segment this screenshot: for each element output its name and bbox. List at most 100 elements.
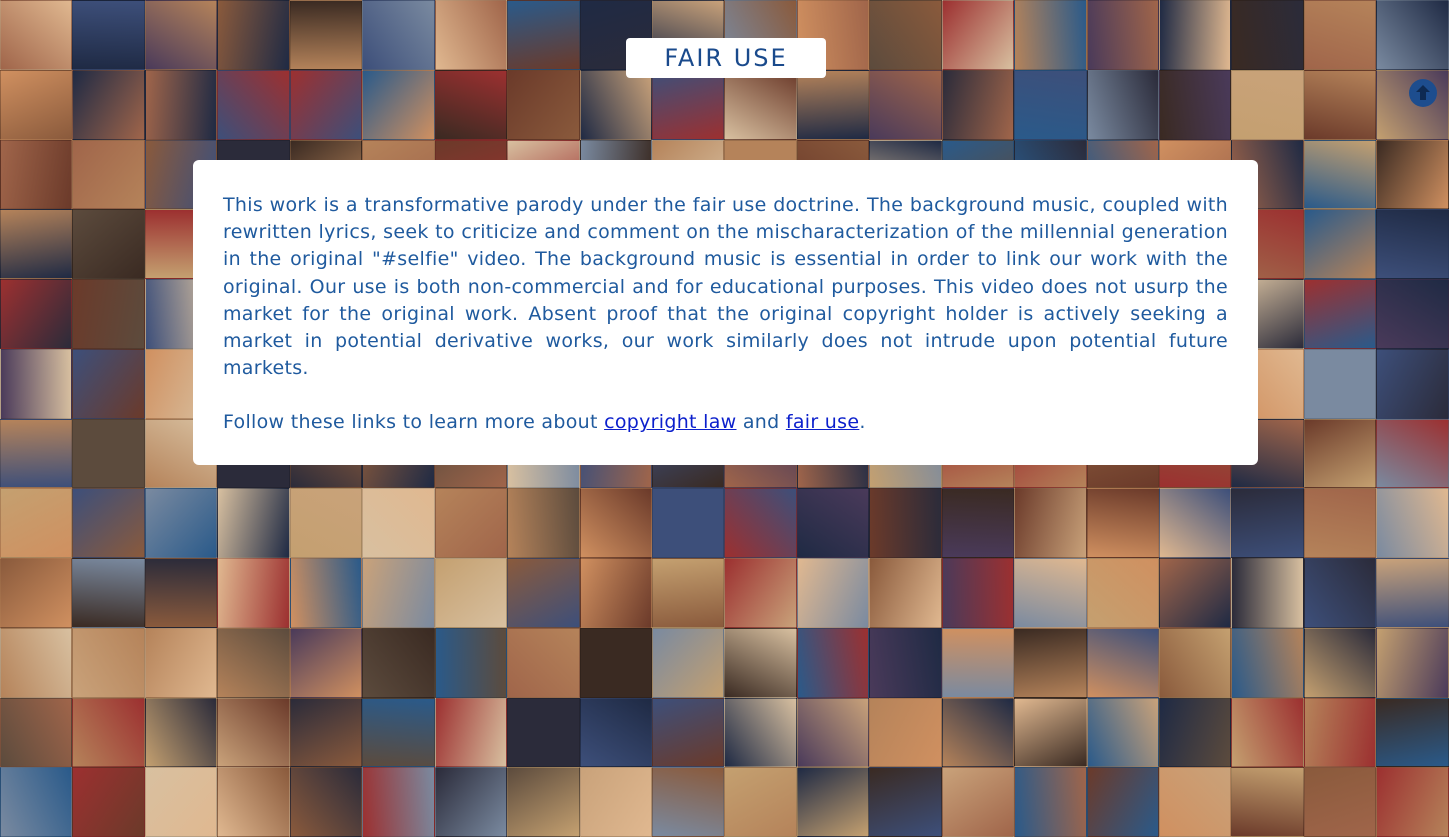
collage-photo-tile [1159, 558, 1232, 628]
collage-photo-tile [217, 697, 290, 768]
collage-photo-tile [1303, 69, 1377, 140]
collage-photo-tile [1014, 558, 1087, 628]
collage-photo-tile [1376, 558, 1449, 628]
collage-photo-tile [72, 209, 145, 279]
collage-photo-tile [507, 627, 580, 698]
collage-photo-tile [72, 697, 145, 768]
links-middle: and [736, 411, 786, 434]
collage-photo-tile [1086, 69, 1159, 140]
collage-photo-tile [362, 697, 435, 768]
collage-photo-tile [289, 0, 363, 70]
collage-photo-tile [72, 279, 145, 349]
collage-photo-tile [579, 69, 652, 140]
collage-photo-tile [651, 69, 725, 140]
collage-photo-tile [1014, 69, 1087, 140]
collage-photo-tile [1376, 279, 1449, 349]
collage-photo-tile [1303, 627, 1377, 698]
collage-photo-tile [289, 627, 363, 698]
collage-photo-tile [434, 488, 508, 558]
collage-photo-tile [72, 488, 145, 558]
arrow-up-circle-icon [1410, 80, 1436, 106]
copyright-law-link[interactable]: copyright law [604, 411, 737, 434]
collage-photo-tile [289, 767, 363, 837]
collage-photo-tile [579, 558, 652, 628]
fair-use-link[interactable]: fair use [785, 411, 860, 434]
collage-photo-tile [0, 697, 73, 768]
collage-photo-tile [72, 139, 145, 210]
collage-photo-tile [0, 209, 73, 279]
collage-photo-tile [0, 0, 73, 70]
collage-photo-tile [724, 627, 797, 698]
collage-photo-tile [1159, 69, 1232, 140]
page-title-box: FAIR USE [626, 38, 826, 78]
collage-photo-tile [941, 558, 1015, 628]
collage-photo-tile [579, 488, 652, 558]
collage-photo-tile [651, 627, 725, 698]
collage-photo-tile [434, 0, 508, 70]
collage-photo-tile [724, 69, 797, 140]
collage-photo-tile [507, 69, 580, 140]
collage-photo-tile [1231, 697, 1304, 768]
collage-photo-tile [1376, 488, 1449, 558]
collage-photo-tile [796, 69, 870, 140]
collage-photo-tile [1086, 627, 1159, 698]
collage-photo-tile [651, 558, 725, 628]
collage-photo-tile [869, 69, 942, 140]
collage-photo-tile [1303, 348, 1377, 419]
fair-use-paragraph: This work is a transformative parody und… [223, 194, 1228, 380]
collage-photo-tile [507, 558, 580, 628]
collage-photo-tile [869, 488, 942, 558]
collage-photo-tile [941, 697, 1015, 768]
collage-photo-tile [1376, 0, 1449, 70]
page-title: FAIR USE [664, 44, 788, 72]
collage-photo-tile [1086, 0, 1159, 70]
collage-photo-tile [724, 767, 797, 837]
collage-photo-tile [1376, 697, 1449, 768]
collage-photo-tile [507, 767, 580, 837]
collage-photo-tile [1303, 279, 1377, 349]
collage-photo-tile [144, 697, 218, 768]
collage-photo-tile [434, 697, 508, 768]
collage-photo-tile [1303, 418, 1377, 489]
collage-photo-tile [941, 69, 1015, 140]
links-line: Follow these links to learn more about c… [223, 409, 1228, 436]
collage-photo-tile [289, 697, 363, 768]
collage-photo-tile [1159, 767, 1232, 837]
collage-photo-tile [0, 348, 73, 419]
collage-photo-tile [434, 767, 508, 837]
collage-photo-tile [724, 558, 797, 628]
collage-photo-tile [1376, 767, 1449, 837]
collage-photo-tile [0, 767, 73, 837]
collage-photo-tile [1159, 627, 1232, 698]
collage-photo-tile [362, 558, 435, 628]
collage-photo-tile [1014, 627, 1087, 698]
collage-photo-tile [579, 767, 652, 837]
collage-photo-tile [1014, 697, 1087, 768]
collage-photo-tile [289, 488, 363, 558]
links-prefix: Follow these links to learn more about [223, 411, 605, 434]
collage-photo-tile [1231, 627, 1304, 698]
collage-photo-tile [1086, 558, 1159, 628]
collage-photo-tile [362, 488, 435, 558]
collage-photo-tile [1159, 488, 1232, 558]
collage-photo-tile [72, 558, 145, 628]
collage-photo-tile [72, 767, 145, 837]
collage-photo-tile [1303, 139, 1377, 210]
collage-photo-tile [72, 69, 145, 140]
collage-photo-tile [1014, 767, 1087, 837]
collage-photo-tile [1159, 0, 1232, 70]
collage-photo-tile [1376, 627, 1449, 698]
collage-photo-tile [0, 627, 73, 698]
collage-photo-tile [869, 697, 942, 768]
collage-photo-tile [362, 767, 435, 837]
collage-photo-tile [0, 558, 73, 628]
collage-photo-tile [1303, 697, 1377, 768]
collage-photo-tile [651, 488, 725, 558]
collage-photo-tile [1231, 0, 1304, 70]
collage-photo-tile [941, 767, 1015, 837]
collage-photo-tile [1376, 139, 1449, 210]
collage-photo-tile [144, 627, 218, 698]
collage-photo-tile [217, 0, 290, 70]
scroll-to-top-button[interactable] [1409, 79, 1437, 107]
collage-photo-tile [651, 697, 725, 768]
